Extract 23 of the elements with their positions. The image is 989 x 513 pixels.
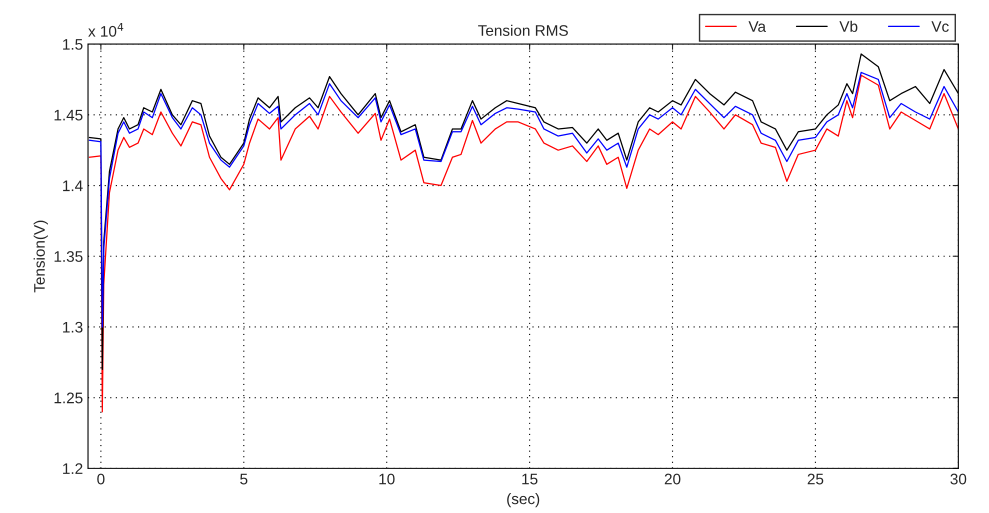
legend-label: Vc (931, 21, 949, 32)
y-tick-label: 1.2 (63, 463, 82, 474)
y-tick-label: 1.3 (63, 322, 82, 333)
y-axis-title: Tension(V) (34, 220, 48, 292)
y-tick-label: 1.4 (63, 180, 83, 192)
y-tick-label: 1.5 (63, 39, 83, 50)
x-axis-title: (sec) (507, 493, 540, 508)
y-tick-label: 1.25 (54, 392, 83, 404)
x-tick-label: 15 (522, 474, 538, 484)
x-tick-label: 0 (97, 474, 105, 484)
text: x 10$^{4}$ (88, 22, 124, 37)
line-series (88, 72, 958, 328)
chart-title: Tension RMS (478, 24, 568, 36)
legend-label: Vb (839, 20, 858, 32)
x-tick-label: 25 (808, 474, 824, 484)
x-tick-label: 20 (664, 474, 680, 484)
x-tick-label: 5 (240, 474, 248, 484)
y-tick-label: 1.35 (54, 251, 83, 262)
legend-label: Va (748, 21, 766, 32)
line-series (88, 74, 958, 412)
y-tick-label: 1.45 (54, 110, 83, 121)
x-tick-label: 10 (379, 474, 395, 484)
x-tick-label: 30 (950, 474, 966, 484)
